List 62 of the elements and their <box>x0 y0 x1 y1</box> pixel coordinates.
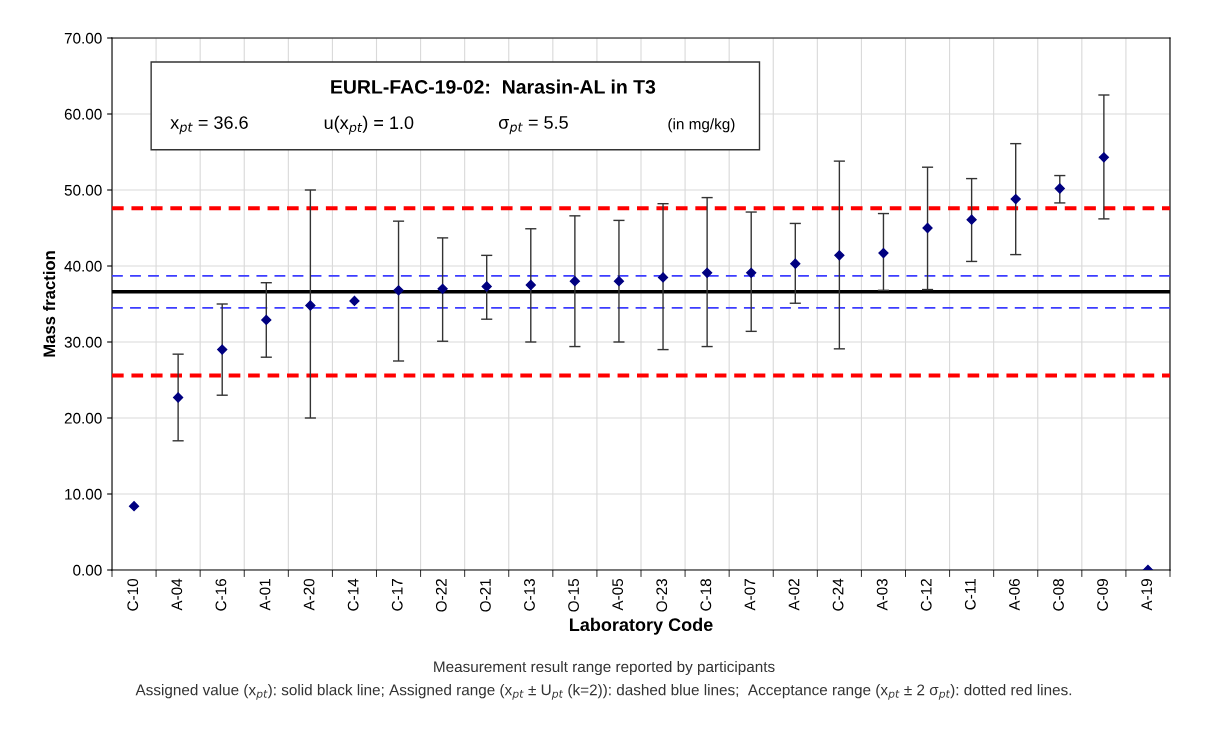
annotation: σ$_{pt}$ = 5.5 <box>498 116 568 135</box>
point <box>393 285 404 296</box>
y-tick-label: 10.00 <box>65 488 102 500</box>
x-axis-title: Laboratory Code <box>569 617 713 635</box>
point <box>173 392 184 403</box>
y-tick-label: 70.00 <box>64 32 102 44</box>
x-tick-label: C-13 <box>524 579 535 611</box>
point <box>966 214 977 225</box>
x-tick-label: C-16 <box>215 579 227 611</box>
text: EURL-FAC-19-02: Narasin-AL in T3 <box>331 79 656 94</box>
x-tick-label: A-04 <box>171 578 183 611</box>
y-tick-label: 0.00 <box>73 564 102 576</box>
x-tick-label: C-14 <box>347 578 359 611</box>
point <box>657 272 669 283</box>
x-tick-label: A-03 <box>876 579 888 611</box>
annotation: x$_{pt}$ = 36.6 <box>170 116 248 135</box>
x-tick-label: C-10 <box>127 578 139 611</box>
point <box>569 276 580 287</box>
point <box>613 276 625 287</box>
point <box>1098 152 1109 163</box>
x-tick-label: C-17 <box>391 579 403 611</box>
point <box>437 283 448 294</box>
x-tick-label: A-20 <box>303 578 315 611</box>
x-tick-label: C-24 <box>832 578 844 611</box>
x-tick-label: O-21 <box>479 579 491 612</box>
y-tick-label: 40.00 <box>64 260 102 272</box>
y-axis-title: Mass fraction <box>42 251 56 357</box>
point <box>128 501 140 512</box>
point <box>790 258 801 269</box>
x-tick-label: C-12 <box>920 579 932 611</box>
text: Measurement result range reported by participants <box>434 660 775 676</box>
point <box>217 344 228 355</box>
point <box>1054 183 1065 194</box>
point <box>1010 194 1021 205</box>
annotation: (in mg/kg) <box>668 118 735 133</box>
point <box>746 267 757 278</box>
point <box>525 279 536 291</box>
x-tick-label: A-19 <box>1141 579 1153 611</box>
x-tick-label: C-18 <box>700 579 712 611</box>
y-tick-label: 30.00 <box>64 336 102 348</box>
x-tick-label: O-23 <box>656 579 668 612</box>
y-tick-label: 50.00 <box>64 184 102 196</box>
x-tick-label: A-01 <box>259 579 271 611</box>
point <box>878 247 889 259</box>
annotation: u(x$_{pt}$) = 1.0 <box>324 115 414 135</box>
text: Assigned value (x$_{pt}$): solid black line; Assigned range (x$_{pt}$ ± U$_{pt}$ (k=2)): dashed blue lines; Acceptance range (x$_{pt}$ ± 2 σ$_{pt}$): dotted red lines. <box>135 684 1072 700</box>
x-tick-label: C-11 <box>964 579 976 610</box>
point <box>305 300 316 311</box>
x-tick-label: A-05 <box>612 578 624 611</box>
y-tick-label: 60.00 <box>64 108 102 120</box>
y-tick-label: 20.00 <box>64 412 102 424</box>
point <box>481 281 492 292</box>
x-tick-label: C-08 <box>1053 579 1064 611</box>
x-tick-label: C-09 <box>1097 579 1108 611</box>
x-tick-label: A-07 <box>744 579 756 611</box>
x-tick-label: O-22 <box>435 579 447 612</box>
x-tick-label: A-02 <box>788 579 800 611</box>
point <box>261 314 272 326</box>
point <box>834 250 845 261</box>
x-tick-label: A-06 <box>1008 579 1020 611</box>
point <box>702 267 713 278</box>
x-tick-label: O-15 <box>568 578 579 612</box>
